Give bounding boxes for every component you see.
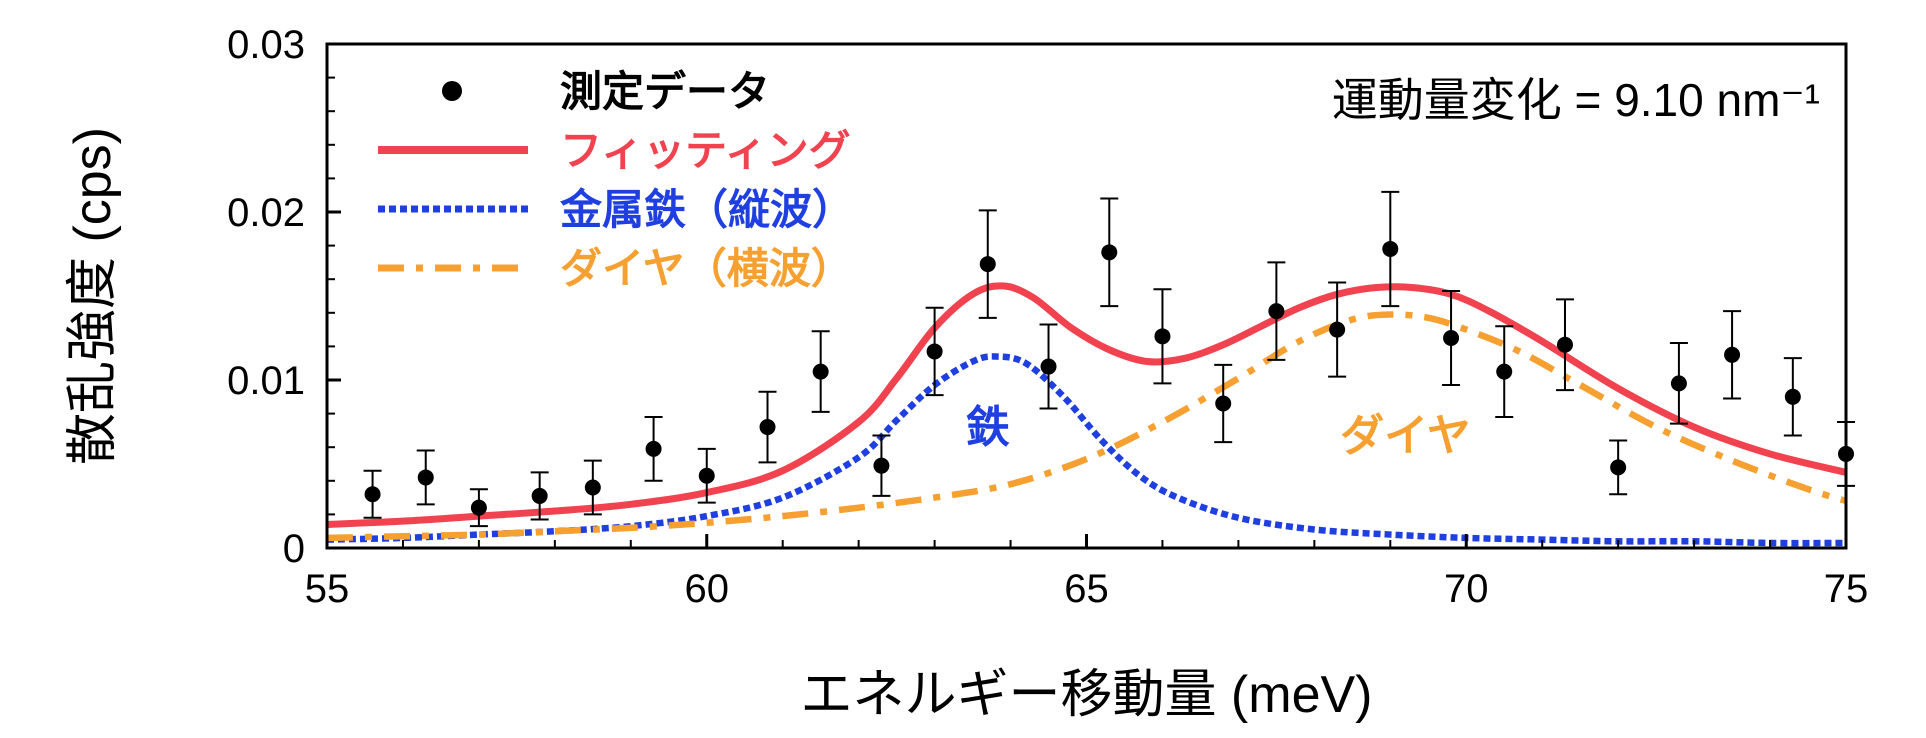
legend-marker	[442, 81, 462, 101]
curves-layer	[327, 282, 1846, 547]
curve-label: 鉄	[966, 403, 1010, 452]
ticks-layer: 55 60 65 70 75 0 0.01 0.02 0.03	[227, 23, 1868, 611]
data-marker	[1610, 459, 1627, 476]
legend-label: フィッティング	[560, 127, 851, 174]
legend-label: ダイヤ（横波）	[560, 245, 853, 292]
data-marker	[1268, 303, 1285, 320]
data-point	[1328, 281, 1347, 378]
data-marker	[698, 467, 715, 484]
legend-label: 測定データ	[560, 68, 770, 115]
data-marker	[1724, 346, 1741, 363]
legend-item: フィッティング	[378, 127, 851, 174]
x-tick-label: 60	[685, 567, 730, 611]
data-point	[1039, 323, 1058, 410]
data-point	[1100, 197, 1119, 308]
legend-item: ダイヤ（横波）	[378, 245, 853, 292]
data-marker	[926, 343, 943, 360]
data-marker	[1101, 244, 1118, 261]
y-tick-label: 0.03	[227, 23, 305, 67]
data-marker	[584, 479, 601, 496]
data-marker	[812, 363, 829, 380]
data-marker	[1215, 395, 1232, 412]
data-point	[1669, 342, 1688, 425]
y-tick-label: 0.02	[227, 191, 305, 235]
data-point	[811, 330, 830, 413]
data-point	[1723, 310, 1742, 400]
data-marker	[1329, 321, 1346, 338]
x-tick-label: 65	[1064, 567, 1109, 611]
data-marker	[1670, 375, 1687, 392]
y-tick-label: 0.01	[227, 359, 305, 403]
data-marker	[1443, 330, 1460, 346]
data-point	[1495, 325, 1514, 418]
data-point	[1153, 288, 1172, 385]
data-point	[978, 209, 997, 319]
data-marker	[470, 499, 487, 516]
data-point	[416, 449, 435, 506]
data-point	[583, 459, 602, 516]
data-point	[925, 306, 944, 397]
legend-item: 測定データ	[442, 68, 770, 115]
data-point	[1555, 298, 1574, 392]
data-point	[1442, 289, 1461, 387]
data-marker	[1154, 328, 1171, 345]
data-marker	[1784, 388, 1801, 405]
data-point	[1609, 439, 1628, 496]
data-marker	[531, 487, 548, 504]
legend-label: 金属鉄（縦波）	[559, 186, 854, 233]
curve-labels-layer: 鉄 ダイヤ	[966, 403, 1471, 460]
x-axis-label: エネルギー移動量 (meV)	[800, 666, 1372, 724]
data-point	[872, 434, 891, 497]
data-marker	[645, 440, 662, 457]
data-marker	[1496, 363, 1513, 380]
data-point	[1381, 190, 1400, 308]
data-point	[530, 471, 549, 521]
data-marker	[364, 486, 381, 503]
data-point	[1214, 363, 1233, 444]
curve-label: ダイヤ	[1340, 412, 1471, 461]
data-points-layer	[363, 190, 1855, 528]
data-marker	[1556, 336, 1573, 353]
data-point	[363, 469, 382, 519]
series-line-3	[327, 311, 1846, 542]
data-marker	[979, 256, 996, 273]
data-marker	[759, 419, 776, 436]
y-tick-label: 0	[283, 527, 305, 571]
data-point	[1267, 261, 1286, 361]
data-point	[469, 488, 488, 528]
data-marker	[1040, 358, 1057, 375]
y-axis-label: 散乱強度 (cps)	[64, 127, 122, 465]
x-tick-label: 75	[1824, 567, 1869, 611]
data-marker	[873, 457, 890, 474]
data-marker	[1382, 240, 1399, 257]
data-point	[697, 447, 716, 504]
data-point	[644, 415, 663, 482]
data-point	[758, 390, 777, 464]
series-line-1	[327, 282, 1846, 528]
data-point	[1783, 357, 1802, 437]
x-tick-label: 70	[1444, 567, 1489, 611]
x-tick-label: 55	[305, 567, 350, 611]
legend-item: 金属鉄（縦波）	[378, 186, 854, 233]
data-marker	[417, 469, 434, 486]
momentum-annotation: 運動量変化 = 9.10 nm⁻¹	[1332, 74, 1820, 126]
series-line-2	[327, 353, 1846, 547]
